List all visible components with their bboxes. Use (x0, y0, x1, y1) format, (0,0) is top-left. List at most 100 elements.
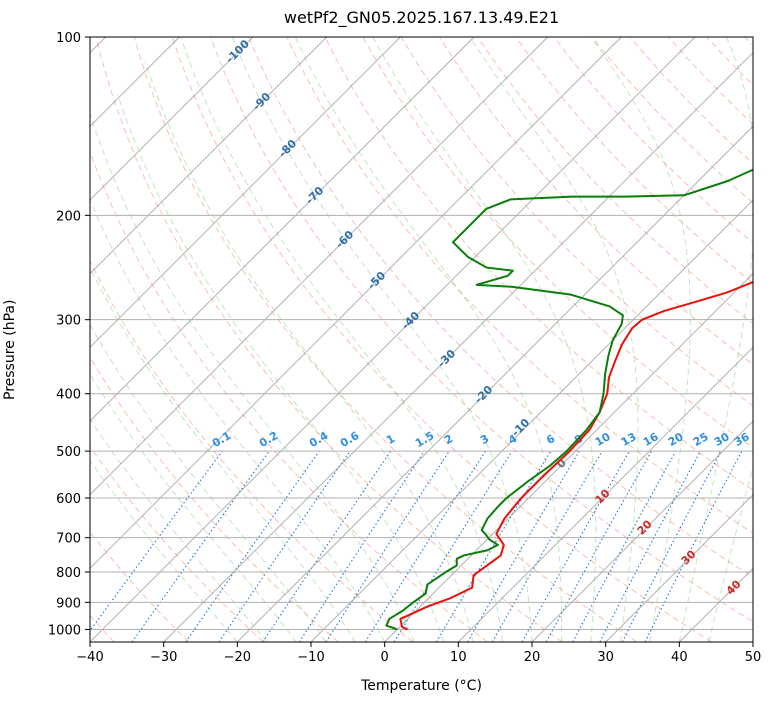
dry-adiabat-line (400, 37, 753, 407)
isotherm-label: -20 (472, 383, 495, 406)
x-tick-label: −10 (297, 650, 324, 665)
mixing-ratio-line (298, 450, 425, 642)
plot-area: -100-90-80-70-60-50-40-30-20-100.1 0.2 0.4… (0, 37, 753, 642)
dry-adiabat-line (706, 37, 753, 86)
mixing-ratio-label: 1 (384, 432, 397, 447)
x-tick-label: 10 (450, 650, 467, 665)
x-tick-label: −20 (224, 650, 251, 665)
mixing-ratio-line (364, 450, 486, 642)
isotherm-label: -50 (365, 269, 388, 292)
moist-adiabat-line (708, 464, 753, 642)
isotherm-line (163, 52, 753, 642)
x-tick-label: −40 (76, 650, 103, 665)
y-tick-label: 600 (56, 492, 81, 507)
isotherm-line (90, 37, 622, 569)
isotherm-line (90, 37, 696, 642)
isotherm-line (384, 273, 753, 642)
dry-adiabat-line (515, 37, 753, 284)
dry-adiabat-line (248, 37, 753, 578)
mixing-ratio-line (262, 450, 392, 642)
moist-adiabat-line (372, 37, 597, 642)
dry-adiabat-line (90, 614, 115, 642)
y-tick-label: 700 (56, 532, 81, 547)
isotherm-label: -80 (276, 137, 299, 160)
mixing-ratio-line (572, 450, 677, 642)
mixing-ratio-line (131, 450, 270, 642)
axes-frame (89, 36, 754, 643)
dry-adiabat-line (668, 37, 753, 125)
y-tick-label: 200 (56, 209, 81, 224)
dry-adiabat-line (591, 37, 753, 204)
dry-adiabat-line (629, 37, 753, 165)
isotherm-line (531, 420, 753, 642)
temperature-profile-line (399, 280, 753, 631)
isotherm-line (752, 641, 753, 642)
mixing-ratio-line (599, 450, 702, 642)
isotherm-line (0, 37, 32, 642)
dewpoint-profile-line (385, 168, 753, 631)
dry-adiabat-line (95, 37, 563, 642)
moist-adiabat-line (469, 37, 639, 642)
dry-adiabat-line (90, 356, 339, 642)
y-tick-label: 100 (56, 31, 81, 46)
isotherm-line (90, 37, 548, 496)
dry-adiabat-line (324, 37, 753, 491)
moist-adiabat-line (144, 61, 474, 642)
isotherm-line (90, 37, 254, 201)
x-axis-label: Temperature (°C) (361, 678, 482, 694)
dry-adiabat-line (90, 531, 190, 642)
dry-adiabat-line (210, 37, 753, 623)
moist-adiabat-line (117, 94, 445, 642)
dry-adiabat-line (553, 37, 753, 244)
mixing-ratio-label: 30 (712, 430, 732, 449)
mixing-ratio-label: 0.1 (210, 429, 233, 450)
moist-adiabat-line (180, 37, 504, 642)
mixing-ratio-label: 0.2 (257, 429, 280, 450)
mixing-ratio-label: 16 (641, 430, 661, 449)
moist-adiabat-label: 10 (593, 486, 613, 506)
x-tick-label: −30 (150, 650, 177, 665)
mixing-ratio-label: 25 (691, 430, 711, 449)
moist-adiabat-line (590, 37, 691, 642)
moist-adiabat-label: 20 (635, 517, 655, 537)
y-tick-label: 400 (56, 388, 81, 403)
mixing-ratio-line (467, 450, 580, 642)
y-tick-label: 1000 (48, 623, 81, 638)
y-tick-label: 900 (56, 596, 81, 611)
moist-adiabat-line (90, 373, 297, 642)
x-tick-label: 20 (524, 650, 541, 665)
isotherm-line (90, 37, 401, 348)
dry-adiabat-line (90, 445, 264, 642)
mixing-ratio-label: 36 (732, 430, 752, 449)
moist-adiabat-line (294, 37, 563, 642)
x-tick-label: 40 (671, 650, 688, 665)
y-tick-label: 500 (56, 445, 81, 460)
dry-adiabat-line (0, 37, 39, 642)
isotherm-label: -70 (303, 184, 326, 207)
mixing-ratio-line (644, 450, 743, 642)
mixing-ratio-label: 0.4 (307, 429, 331, 450)
moist-adiabat-line (678, 37, 753, 642)
mixing-ratio-line (90, 450, 223, 632)
moist-adiabat-line (90, 323, 327, 642)
y-tick-label: 300 (56, 314, 81, 329)
moist-adiabat-line (90, 459, 238, 642)
y-tick-label: 800 (56, 566, 81, 581)
mixing-ratio-line (325, 450, 450, 642)
dry-adiabat-line (90, 259, 414, 642)
moist-adiabat-line (90, 418, 268, 642)
moist-adiabat-line (90, 114, 415, 642)
dry-adiabat-line (133, 37, 638, 642)
mixing-ratio-label: 3 (478, 432, 491, 447)
isotherm-line (90, 37, 475, 422)
isotherm-line (679, 567, 753, 642)
dry-adiabat-line (744, 37, 753, 47)
isotherm-label: -40 (399, 309, 422, 332)
chart-title: wetPf2_GN05.2025.167.13.49.E21 (283, 8, 560, 27)
dry-adiabat-line (477, 37, 753, 325)
moist-adiabat-label: 30 (679, 547, 699, 567)
x-tick-label: 0 (381, 650, 389, 665)
mixing-ratio-line (218, 450, 351, 642)
isotherm-line (605, 494, 753, 642)
